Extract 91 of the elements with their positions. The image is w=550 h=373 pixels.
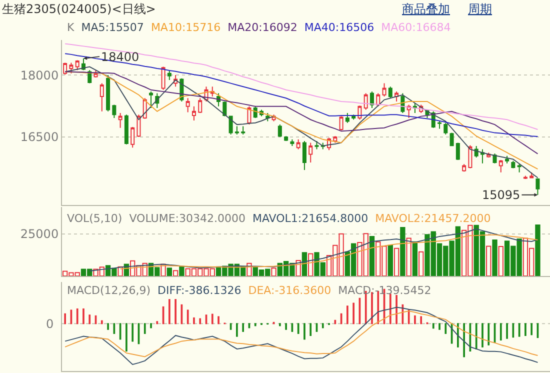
text: DEA:-316.3600 [248, 284, 332, 297]
candlestick [370, 91, 374, 109]
bar [492, 239, 498, 276]
bar [166, 268, 172, 276]
candlestick [167, 70, 172, 81]
bar [535, 224, 540, 276]
bar [406, 238, 412, 276]
candlestick [382, 82, 386, 98]
candlestick [284, 136, 288, 142]
candlestick [358, 105, 362, 120]
candlestick [296, 138, 300, 150]
y-tick-label: 16500 [20, 130, 59, 144]
candlestick [186, 98, 190, 113]
text: MA10:15716 [150, 21, 221, 34]
candlestick [290, 138, 294, 147]
candlestick [302, 140, 306, 170]
bar [486, 246, 492, 276]
candlestick [63, 62, 68, 76]
text: MA40:16506 [304, 21, 374, 34]
candlestick [130, 126, 135, 148]
candlestick [308, 142, 313, 164]
candlestick [444, 122, 448, 135]
candlestick [222, 100, 227, 117]
y-tick-label: 25000 [20, 227, 59, 242]
candlestick [456, 142, 460, 161]
candlestick [450, 132, 454, 147]
candlestick [149, 91, 154, 109]
candlestick [530, 172, 534, 179]
candlestick [394, 91, 399, 102]
y-tick-label: 18000 [20, 68, 59, 82]
annotation: 15095 [482, 188, 520, 202]
candlestick [438, 120, 442, 130]
text: VOL(5,10) [67, 212, 122, 225]
bar [394, 248, 400, 276]
text: MA5:15507 [81, 21, 144, 34]
candlestick [468, 144, 472, 169]
candlestick [517, 164, 522, 173]
candlestick [124, 114, 128, 145]
bar [400, 227, 406, 276]
candlestick [278, 124, 282, 138]
candlestick [69, 62, 74, 74]
bar [179, 266, 184, 276]
candlestick [462, 164, 466, 172]
candlestick [505, 155, 510, 164]
candlestick [247, 106, 252, 126]
bar [271, 268, 276, 276]
text: 周期 [468, 2, 492, 16]
candlestick [118, 112, 122, 128]
candlestick [498, 160, 503, 173]
line-series [64, 53, 538, 138]
series-label: MAVOL1:21654.8000 [252, 212, 368, 225]
candlestick [192, 106, 196, 121]
text: DIFF:-386.1326 [158, 284, 242, 297]
text: MA20:16092 [228, 21, 298, 34]
candlestick [241, 126, 246, 135]
candlestick [75, 60, 80, 71]
candlestick [314, 140, 319, 150]
series-label: MAVOL2:21457.2000 [375, 212, 491, 225]
bar [369, 236, 375, 276]
candlestick [198, 98, 202, 114]
text: MA60:16684 [381, 21, 451, 34]
candlestick [345, 112, 350, 124]
candlestick [112, 104, 116, 118]
series-label: MACD:-139.5452 [338, 284, 432, 297]
chart-title: 生猪2305(024005)<日线> [2, 2, 156, 16]
candlestick [339, 116, 344, 131]
candlestick [106, 74, 110, 112]
candlestick [161, 66, 166, 90]
candlestick [136, 114, 141, 138]
text: 商品叠加 [402, 2, 450, 16]
candlestick [511, 160, 516, 169]
line-series [64, 71, 538, 154]
chart-subtitle: K [67, 21, 75, 34]
candlestick [228, 116, 233, 135]
bar [172, 270, 178, 276]
chart-title: MACD(12,26,9) [67, 284, 151, 297]
candlestick [100, 82, 104, 112]
candlestick [364, 92, 368, 110]
candlestick [234, 126, 239, 135]
candlestick [480, 148, 484, 164]
bar [498, 246, 504, 276]
candlestick [536, 178, 540, 196]
candlestick [352, 114, 356, 120]
annotation: VOLUME:30342.0000 [129, 212, 246, 225]
annotation: 18400 [101, 50, 140, 64]
line-series [64, 43, 538, 130]
candlestick [388, 86, 392, 99]
ref-line-label: 0 [46, 317, 54, 331]
bar [388, 244, 393, 276]
bar [412, 241, 418, 276]
bar [418, 251, 424, 276]
